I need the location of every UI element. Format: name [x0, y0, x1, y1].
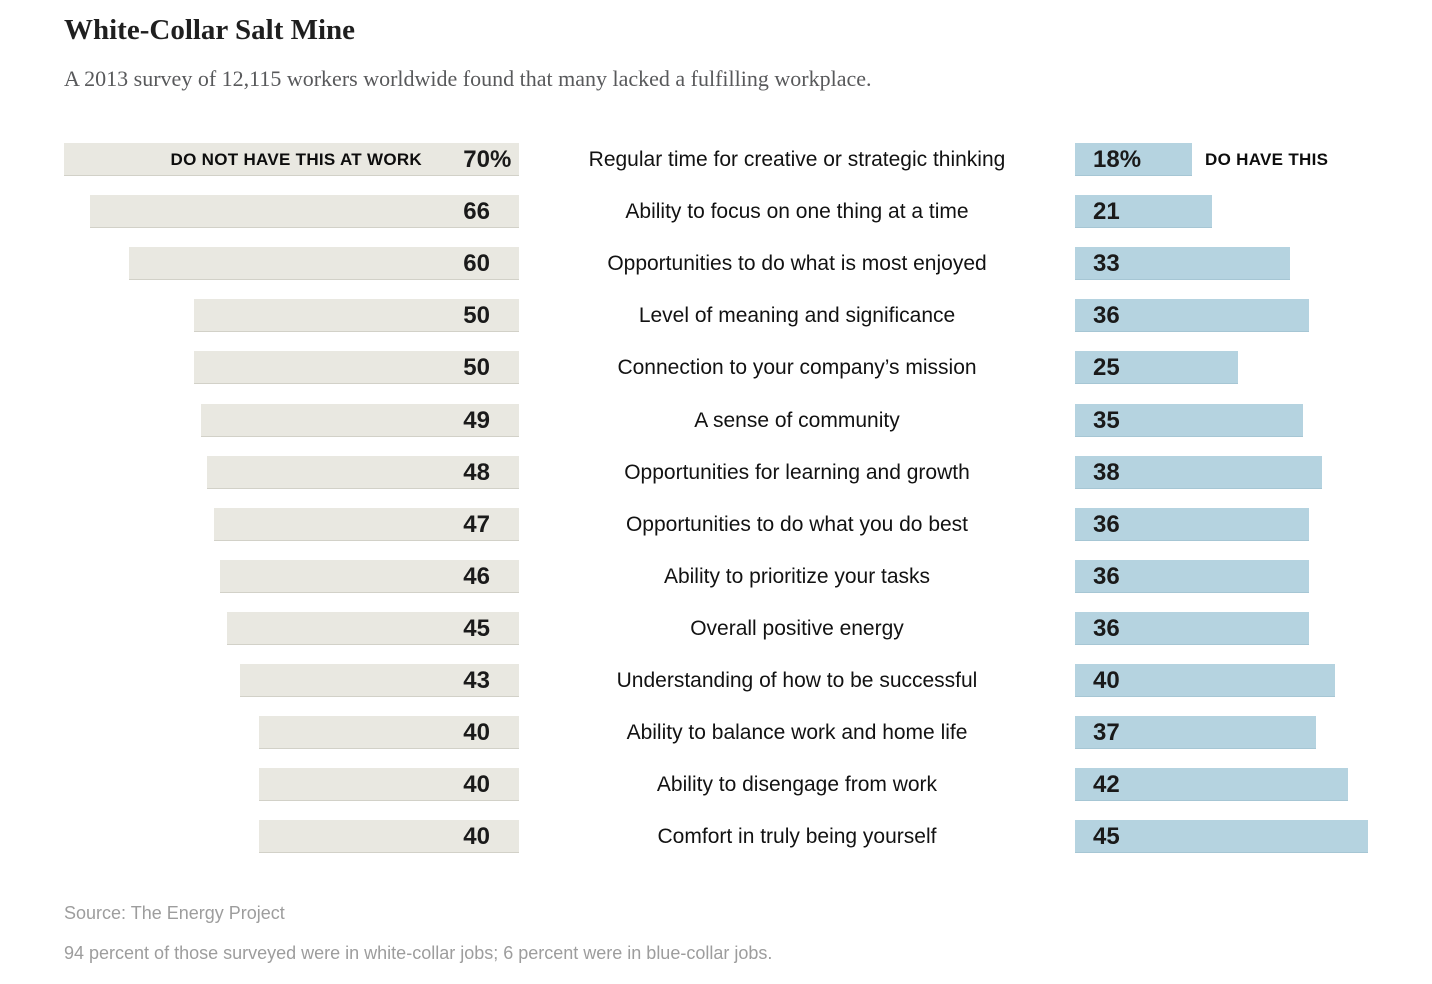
do-have-bar: 36: [1075, 560, 1309, 593]
do-not-have-value: 47: [463, 511, 490, 538]
do-not-have-bar: 40: [259, 768, 519, 801]
category-label: Opportunities to do what is most enjoyed: [607, 252, 987, 275]
bar-row: 60 Opportunities to do what is most enjoy…: [0, 247, 1432, 280]
do-not-have-bar: 47: [213, 508, 519, 541]
do-have-bar: 35: [1075, 404, 1303, 437]
do-have-bar: 36: [1075, 612, 1309, 645]
percent-sign: %: [490, 146, 512, 173]
bar-row: DO NOT HAVE THIS AT WORK 70% Regular time …: [0, 143, 1432, 176]
category-label: Ability to focus on one thing at a time: [625, 200, 969, 223]
do-have-value: 36: [1093, 302, 1120, 329]
do-have-bar: 21: [1075, 195, 1212, 228]
category-label: Comfort in truly being yourself: [657, 825, 937, 848]
do-not-have-value: 46: [463, 563, 490, 590]
source-note: Source: The Energy Project: [64, 903, 285, 923]
do-have-bar: 18%: [1075, 143, 1192, 176]
do-have-bar: 38: [1075, 456, 1322, 489]
do-not-have-value: 45: [463, 615, 490, 642]
do-have-value: 21: [1093, 198, 1120, 225]
bar-row: 47 Opportunities to do what you do best 36: [0, 508, 1432, 541]
do-have-bar: 33: [1075, 247, 1290, 280]
do-not-have-bar: 40: [259, 716, 519, 749]
do-have-bar: 37: [1075, 716, 1316, 749]
do-not-have-value: 50: [463, 354, 490, 381]
do-not-have-bar: 46: [220, 560, 519, 593]
do-not-have-value-number: 70: [463, 146, 490, 173]
do-not-have-bar: 40: [259, 820, 519, 853]
do-not-have-bar: 45: [226, 612, 519, 645]
do-not-have-series-label: DO NOT HAVE THIS AT WORK: [170, 150, 422, 169]
do-have-bar: 25: [1075, 351, 1238, 384]
do-not-have-value: 50: [463, 302, 490, 329]
category-label: Ability to balance work and home life: [626, 721, 968, 744]
category-label: Ability to disengage from work: [656, 773, 938, 796]
do-have-bar: 36: [1075, 508, 1309, 541]
category-label: Opportunities to do what you do best: [625, 513, 969, 536]
bar-row: 48 Opportunities for learning and growth 3…: [0, 456, 1432, 489]
category-label: Level of meaning and significance: [638, 304, 956, 327]
category-label: Regular time for creative or strategic t…: [588, 148, 1006, 171]
do-not-have-bar: 48: [207, 456, 519, 489]
do-not-have-bar: 50: [194, 351, 519, 384]
do-not-have-value: 40: [463, 719, 490, 746]
category-label: Overall positive energy: [690, 617, 904, 640]
do-have-value: 25: [1093, 354, 1120, 381]
do-not-have-bar: 60: [129, 247, 519, 280]
do-have-value: 42: [1093, 771, 1120, 798]
do-have-bar: 42: [1075, 768, 1348, 801]
page-subtitle: A 2013 survey of 12,115 workers worldwid…: [64, 66, 872, 91]
page-title: White-Collar Salt Mine: [64, 14, 356, 46]
bar-row: 45 Overall positive energy 36: [0, 612, 1432, 645]
bar-row: 50 Connection to your company’s mission 25: [0, 351, 1432, 384]
bar-row: 43 Understanding of how to be successful 4…: [0, 664, 1432, 697]
do-not-have-value: 60: [463, 250, 490, 277]
do-not-have-bar: 50: [194, 299, 519, 332]
do-have-value: 18%: [1093, 146, 1142, 173]
do-have-series-label: DO HAVE THIS: [1205, 150, 1329, 169]
category-label: Connection to your company’s mission: [617, 356, 977, 379]
do-have-value: 36: [1093, 511, 1120, 538]
bar-row: 66 Ability to focus on one thing at a tim…: [0, 195, 1432, 228]
do-not-have-value: 40: [463, 823, 490, 850]
do-have-bar: 40: [1075, 664, 1335, 697]
do-not-have-bar: 43: [239, 664, 519, 697]
do-not-have-value: 70%: [463, 143, 511, 176]
do-not-have-value: 66: [463, 198, 490, 225]
do-have-value: 37: [1093, 719, 1120, 746]
do-not-have-value: 43: [463, 667, 490, 694]
do-have-bar: 45: [1075, 820, 1368, 853]
do-not-have-bar: 49: [200, 404, 519, 437]
do-have-value: 40: [1093, 667, 1120, 694]
bar-row: 50 Level of meaning and significance 36: [0, 299, 1432, 332]
do-not-have-value: 40: [463, 771, 490, 798]
category-label: Opportunities for learning and growth: [624, 461, 970, 484]
do-not-have-value: 48: [463, 459, 490, 486]
do-not-have-bar: DO NOT HAVE THIS AT WORK 70%: [64, 143, 519, 176]
do-not-have-value: 49: [463, 407, 490, 434]
do-have-value: 36: [1093, 615, 1120, 642]
bar-row: 40 Ability to disengage from work 42: [0, 768, 1432, 801]
do-have-value: 33: [1093, 250, 1120, 277]
category-label: Understanding of how to be successful: [616, 669, 978, 692]
do-not-have-bar: 66: [90, 195, 519, 228]
bar-row: 40 Ability to balance work and home life 3…: [0, 716, 1432, 749]
category-label: A sense of community: [694, 409, 900, 432]
category-label: Ability to prioritize your tasks: [663, 565, 931, 588]
do-have-value: 45: [1093, 823, 1120, 850]
bar-row: 46 Ability to prioritize your tasks 36: [0, 560, 1432, 593]
do-have-value: 36: [1093, 563, 1120, 590]
do-have-bar: 36: [1075, 299, 1309, 332]
do-have-value: 38: [1093, 459, 1120, 486]
footnote: 94 percent of those surveyed were in whi…: [64, 943, 773, 963]
bar-row: 49 A sense of community 35: [0, 404, 1432, 437]
bar-row: 40 Comfort in truly being yourself 45: [0, 820, 1432, 853]
do-have-value: 35: [1093, 407, 1120, 434]
